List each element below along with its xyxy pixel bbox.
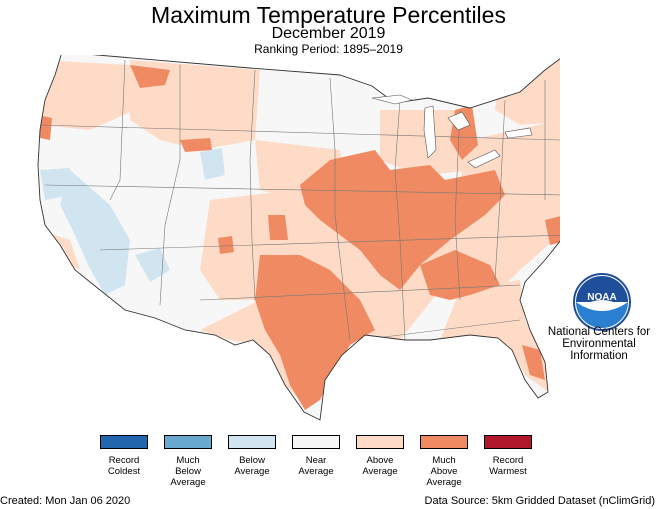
ncei-line-2: Environmental	[562, 338, 636, 350]
legend-label-record-coldest: Record Coldest	[107, 455, 141, 477]
legend-swatch-much-above	[420, 435, 468, 449]
ncei-line-1: National Centers for	[547, 326, 651, 338]
data-source: Data Source: 5km Gridded Dataset (nClimG…	[424, 495, 655, 507]
ncei-label: National Centers for Environmental Infor…	[541, 326, 657, 362]
legend-swatch-below	[228, 435, 276, 449]
legend-swatch-much-below	[164, 435, 212, 449]
map-title: Maximum Temperature Percentiles	[151, 2, 506, 28]
legend-label-much-above: Much Above Average	[426, 455, 462, 488]
legend-swatch-above	[356, 435, 404, 449]
legend-swatch-near	[292, 435, 340, 449]
map-subtitle: December 2019	[271, 25, 386, 42]
noaa-logo-text: NOAA	[587, 292, 616, 303]
ncei-line-3: Information	[570, 350, 628, 362]
us-temperature-map	[37, 55, 560, 421]
created-date: Created: Mon Jan 06 2020	[0, 495, 131, 507]
legend-label-much-below: Much Below Average	[170, 455, 206, 488]
legend-label-above: Above Average	[362, 455, 398, 477]
legend-swatch-record-warmest	[484, 435, 532, 449]
noaa-logo: NOAA	[573, 273, 631, 331]
legend-label-near: Near Average	[298, 455, 334, 477]
ranking-period: Ranking Period: 1895–2019	[254, 42, 403, 56]
legend-swatch-record-coldest	[100, 435, 148, 449]
legend-label-record-warmest: Record Warmest	[489, 455, 527, 477]
legend-label-below: Below Average	[234, 455, 270, 477]
legend: Record Coldest Much Below Average Below …	[96, 435, 536, 495]
